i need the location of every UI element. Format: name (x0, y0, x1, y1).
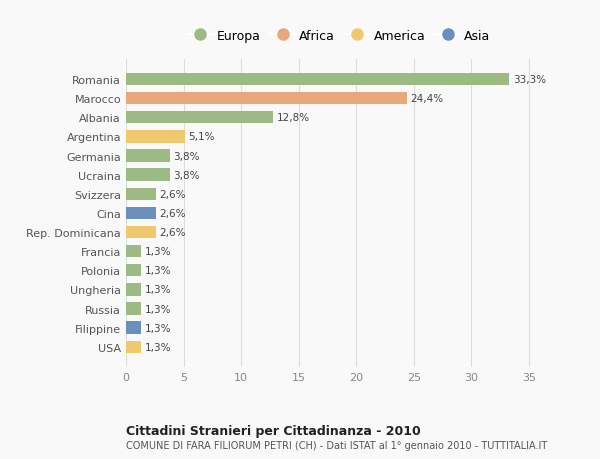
Bar (126, 322, 141, 334)
Bar (126, 73, 509, 86)
Bar (126, 131, 185, 143)
Text: 1,3%: 1,3% (145, 246, 171, 257)
Bar (126, 188, 156, 201)
Text: 33,3%: 33,3% (513, 75, 546, 85)
Text: 1,3%: 1,3% (145, 266, 171, 276)
Text: 2,6%: 2,6% (160, 208, 186, 218)
Bar (126, 112, 274, 124)
Text: 3,8%: 3,8% (173, 170, 200, 180)
Text: 2,6%: 2,6% (160, 190, 186, 199)
Bar (126, 284, 141, 296)
Legend: Europa, Africa, America, Asia: Europa, Africa, America, Asia (184, 26, 494, 46)
Bar (126, 150, 170, 162)
Bar (126, 302, 141, 315)
Text: 2,6%: 2,6% (160, 228, 186, 237)
Text: 5,1%: 5,1% (188, 132, 215, 142)
Text: 3,8%: 3,8% (173, 151, 200, 161)
Bar (126, 93, 407, 105)
Bar (126, 207, 156, 220)
Text: 12,8%: 12,8% (277, 113, 310, 123)
Bar (126, 341, 141, 353)
Text: Cittadini Stranieri per Cittadinanza - 2010: Cittadini Stranieri per Cittadinanza - 2… (126, 425, 421, 437)
Bar (126, 246, 141, 258)
Bar (126, 264, 141, 277)
Text: COMUNE DI FARA FILIORUM PETRI (CH) - Dati ISTAT al 1° gennaio 2010 - TUTTITALIA.: COMUNE DI FARA FILIORUM PETRI (CH) - Dat… (126, 440, 547, 450)
Text: 1,3%: 1,3% (145, 323, 171, 333)
Text: 24,4%: 24,4% (410, 94, 443, 104)
Bar (126, 226, 156, 239)
Text: 1,3%: 1,3% (145, 342, 171, 352)
Text: 1,3%: 1,3% (145, 285, 171, 295)
Bar (126, 169, 170, 181)
Text: 1,3%: 1,3% (145, 304, 171, 314)
